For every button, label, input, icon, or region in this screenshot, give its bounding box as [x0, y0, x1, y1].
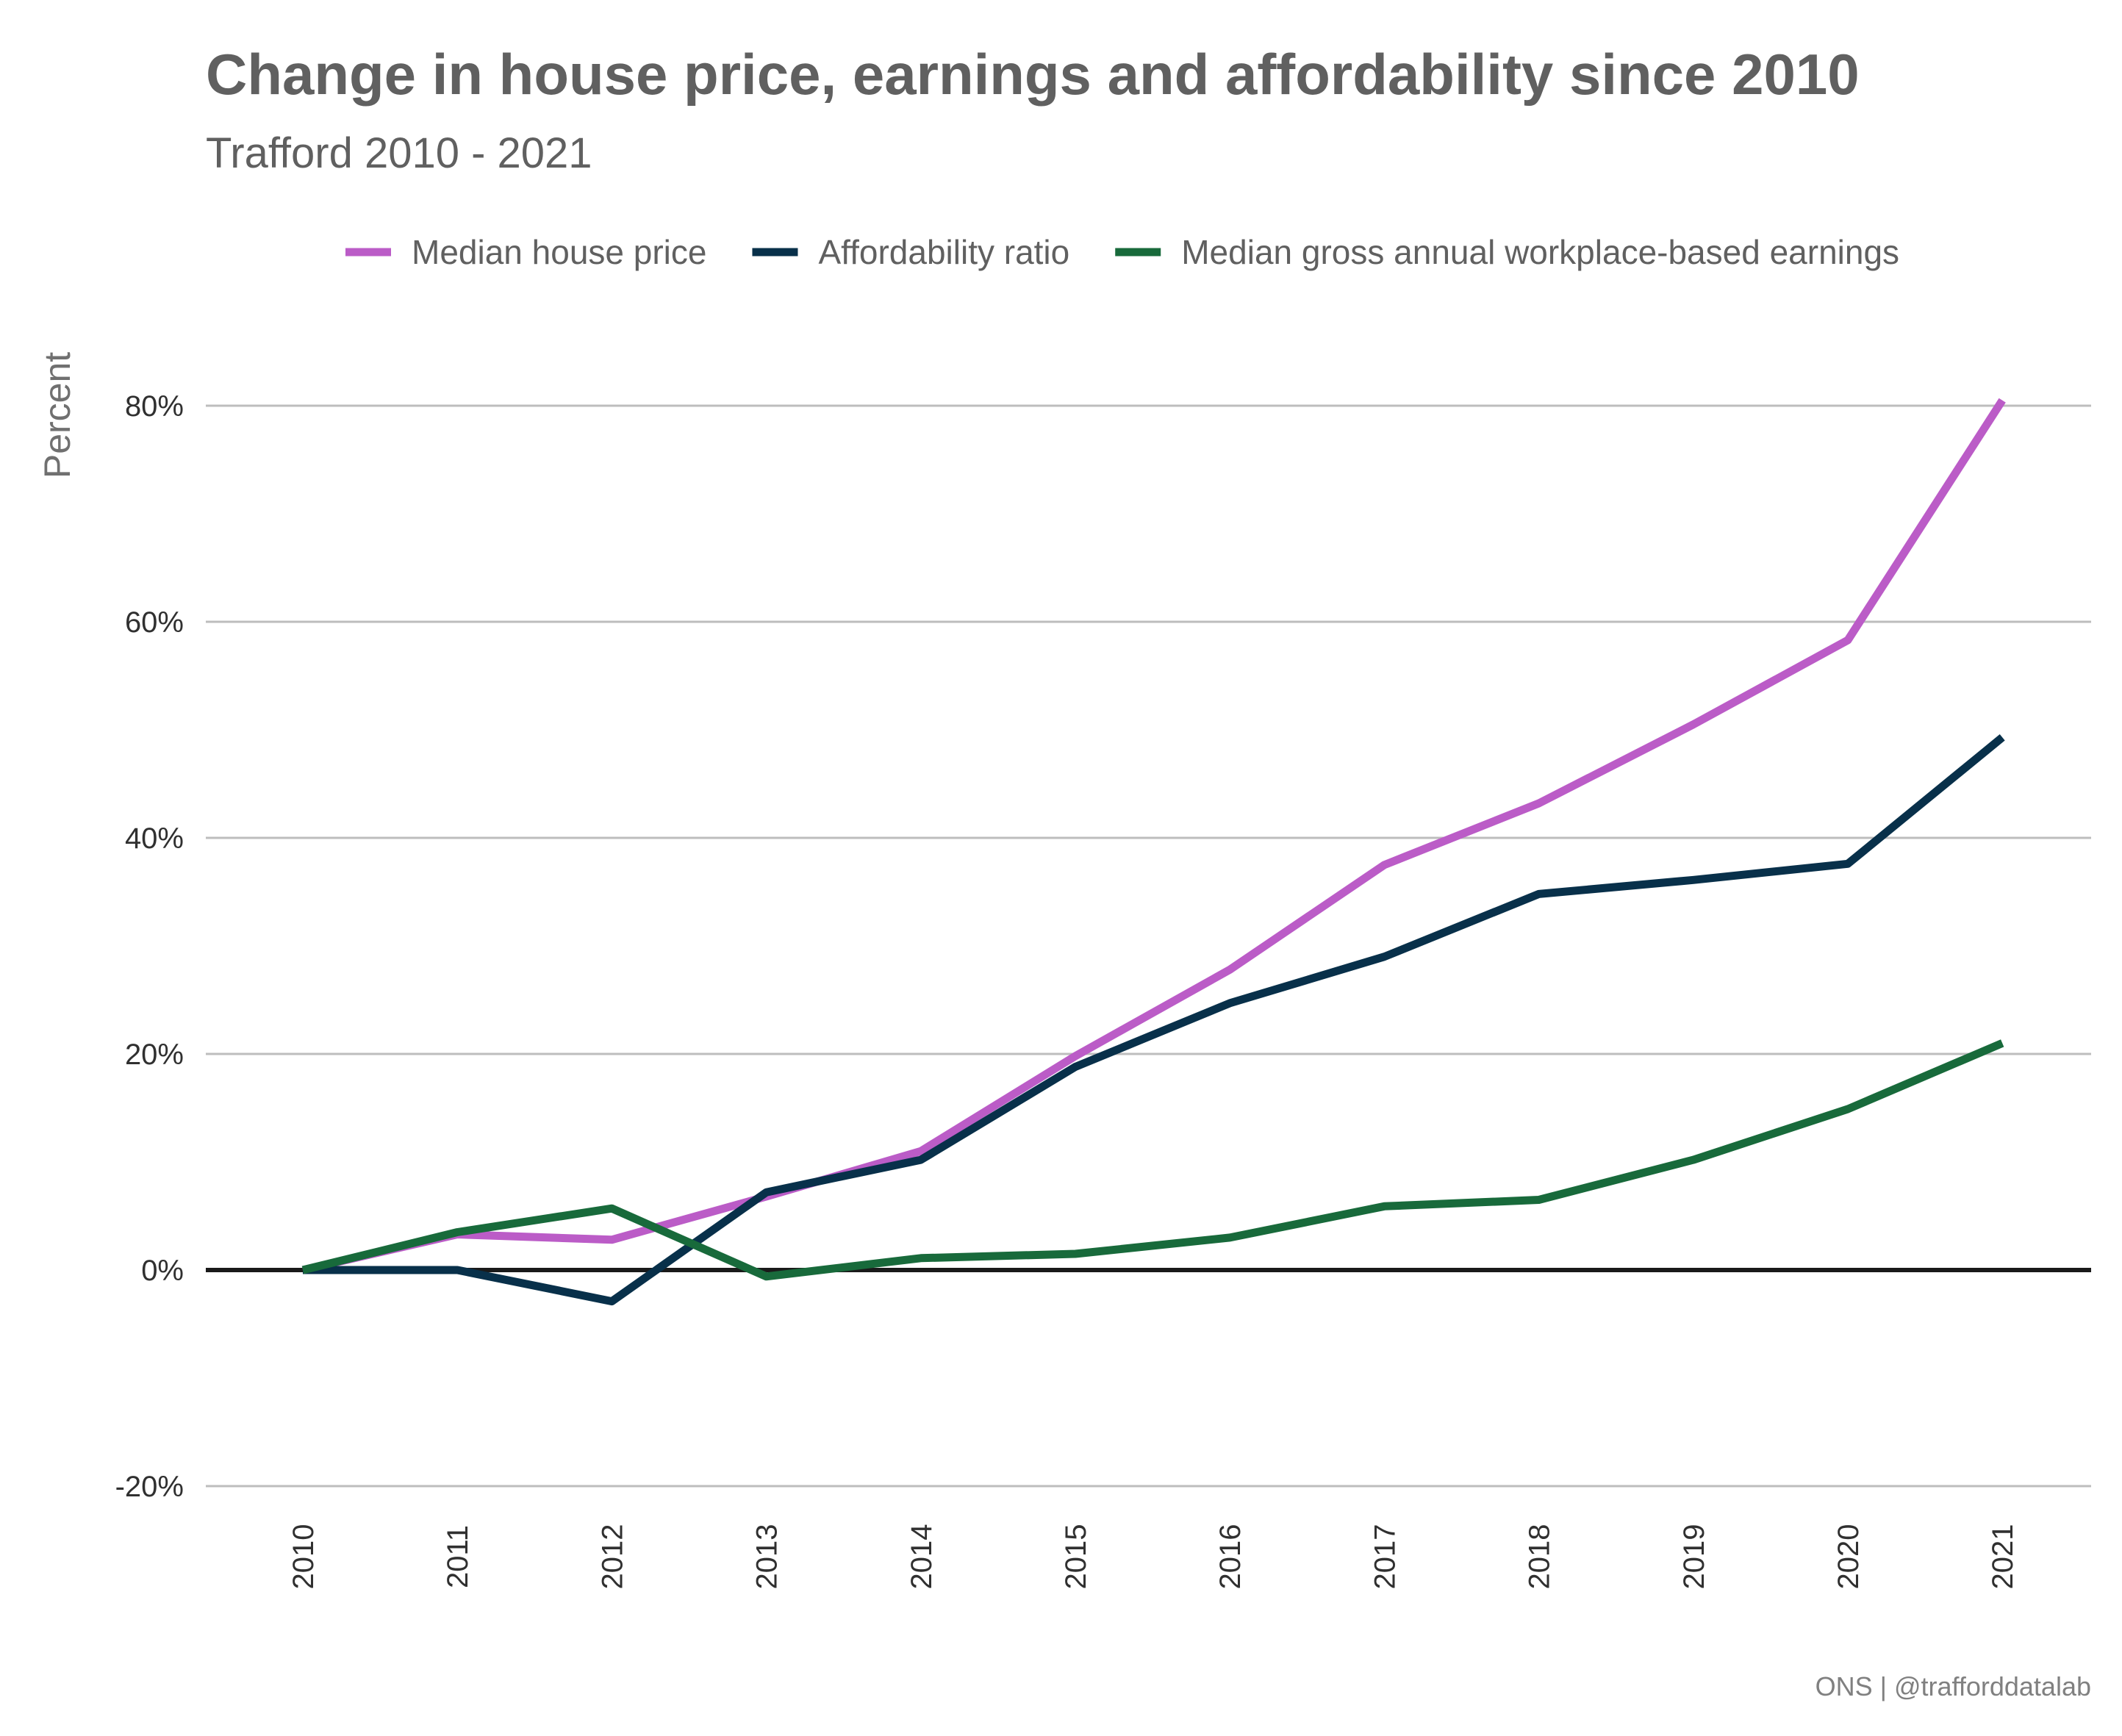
chart-title: Change in house price, earnings and affo…: [206, 42, 1860, 107]
x-tick-label: 2018: [1524, 1524, 1556, 1590]
series-line-3: [301, 1039, 2004, 1281]
x-tick-label: 2014: [906, 1524, 938, 1590]
legend-label: Affordability ratio: [818, 233, 1069, 271]
y-tick-label: 0%: [141, 1255, 184, 1287]
x-tick-label: 2015: [1060, 1524, 1092, 1590]
x-tick-label: 2019: [1678, 1524, 1710, 1590]
series-line-2: [303, 734, 2005, 1306]
x-tick-label: 2011: [442, 1525, 474, 1588]
y-tick-label: 60%: [125, 606, 184, 639]
x-axis-ticks: 2010 2011 2012 2013 2014 2015 2016 2017 2018 2019…: [287, 1524, 2019, 1590]
y-tick-label: 20%: [125, 1039, 184, 1071]
x-tick-label: 2012: [596, 1524, 628, 1590]
y-tick-label: 40%: [125, 822, 184, 855]
legend: Median house price Affordability ratio Med…: [345, 233, 1899, 271]
gridlines: [206, 404, 2091, 1488]
chart-caption: ONS | @trafforddatalab: [1815, 1671, 2091, 1701]
x-tick-label: 2020: [1832, 1524, 1865, 1590]
y-axis-ticks: -20% 0% 20% 40% 60% 80%: [115, 390, 184, 1503]
x-tick-label: 2016: [1214, 1524, 1247, 1590]
x-tick-label: 2013: [751, 1524, 784, 1590]
legend-label: Median gross annual workplace-based earn…: [1181, 233, 1899, 271]
series-lines: [301, 398, 2006, 1306]
x-tick-label: 2021: [1987, 1524, 2019, 1590]
series-line-1: [301, 398, 2006, 1274]
y-tick-label: 80%: [125, 390, 184, 423]
y-tick-label: -20%: [115, 1471, 184, 1503]
y-axis-label: Percent: [37, 352, 78, 478]
x-tick-label: 2017: [1369, 1524, 1401, 1590]
legend-label: Median house price: [412, 233, 706, 271]
x-tick-label: 2010: [287, 1524, 320, 1590]
chart-subtitle: Trafford 2010 - 2021: [206, 129, 592, 177]
